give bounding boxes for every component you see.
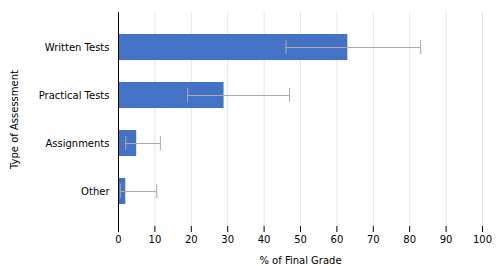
svg-text:100: 100 [473, 234, 492, 245]
svg-text:70: 70 [367, 234, 380, 245]
svg-text:60: 60 [331, 234, 344, 245]
svg-text:30: 30 [221, 234, 234, 245]
svg-text:90: 90 [440, 234, 453, 245]
svg-text:50: 50 [294, 234, 307, 245]
svg-text:Other: Other [81, 186, 110, 197]
svg-text:20: 20 [185, 234, 198, 245]
svg-text:40: 40 [258, 234, 271, 245]
svg-text:Type of Assessment: Type of Assessment [9, 70, 20, 170]
svg-text:10: 10 [149, 234, 162, 245]
svg-text:Practical Tests: Practical Tests [39, 90, 110, 101]
svg-text:0: 0 [115, 234, 121, 245]
svg-text:% of Final Grade: % of Final Grade [259, 255, 341, 266]
svg-text:Written Tests: Written Tests [45, 42, 110, 53]
svg-text:Assignments: Assignments [45, 138, 109, 149]
svg-text:80: 80 [403, 234, 416, 245]
